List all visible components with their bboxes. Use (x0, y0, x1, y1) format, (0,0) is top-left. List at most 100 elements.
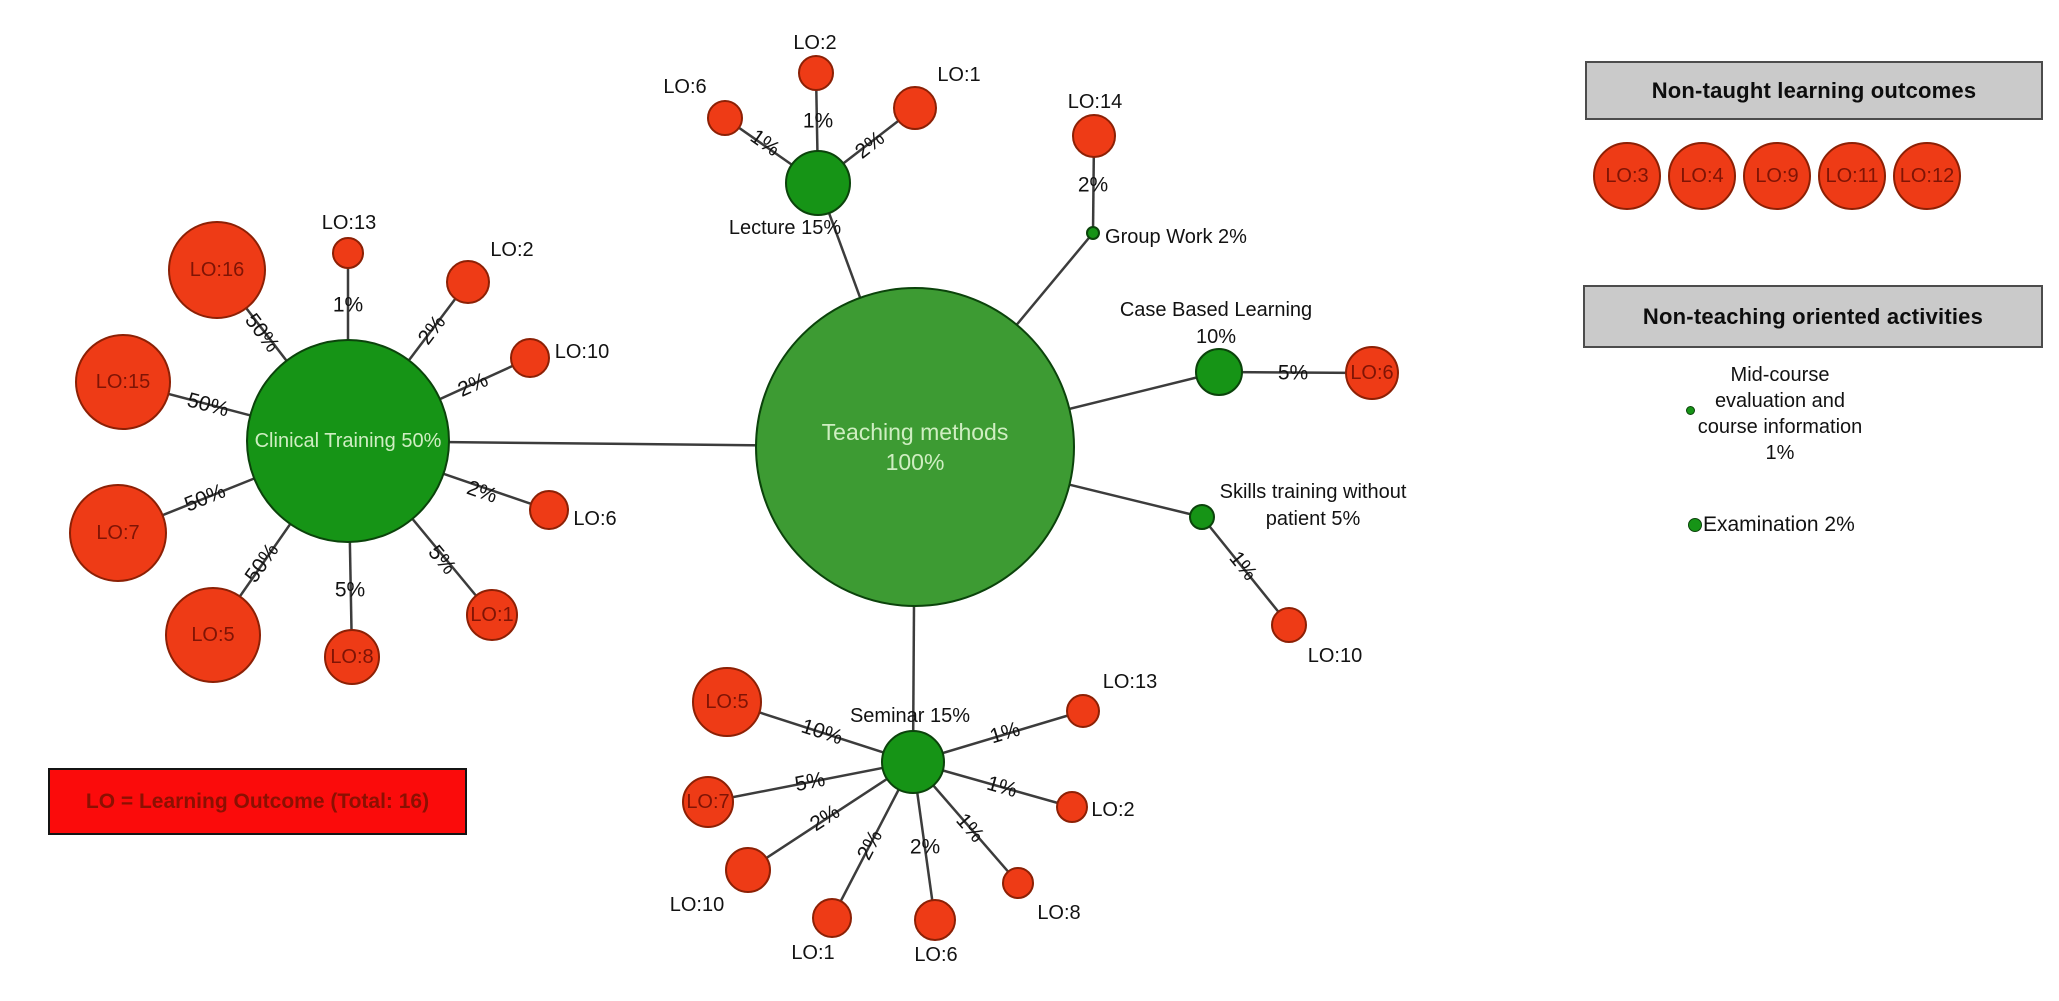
non-taught-outcomes-title: Non-taught learning outcomes (1651, 77, 1977, 103)
midcourse-evaluation-dot (1686, 406, 1695, 415)
non-taught-outcome-lo3: LO:3 (1593, 142, 1661, 210)
non-taught-outcome-lo12: LO:12 (1893, 142, 1961, 210)
gw-lo14-circle (1072, 114, 1116, 158)
cbl-lo6-circle (1345, 346, 1399, 400)
skills-training-circle (1189, 504, 1215, 530)
ct-lo8-circle (324, 629, 380, 685)
ct-lo2-circle (446, 260, 490, 304)
lec-lo1-name: LO:1 (937, 64, 980, 86)
edge-label-seminar--sem-lo10: 2% (806, 800, 844, 836)
ct-lo15-label: LO:15 (96, 371, 150, 393)
edge-label-seminar--sem-lo6: 2% (910, 836, 940, 859)
lo-legend-text: LO = Learning Outcome (Total: 16) (85, 789, 430, 813)
ct-lo1-label: LO:1 (470, 604, 513, 626)
midcourse-line-4: 1% (1765, 442, 1795, 464)
edge-label-seminar--sem-lo1: 2% (853, 826, 887, 863)
st-lo10-circle (1271, 607, 1307, 643)
edge-label-clinical-training--ct-lo6: 2% (464, 476, 500, 508)
ct-lo10-circle (510, 338, 550, 378)
seminar-circle (881, 730, 945, 794)
lec-lo1-circle (893, 86, 937, 130)
teaching-methods-label: 100% (886, 449, 945, 475)
midcourse-line-3: course information (1697, 416, 1863, 438)
edge-label-seminar--sem-lo5: 10% (798, 715, 845, 750)
non-taught-outcome-lo9: LO:9 (1743, 142, 1811, 210)
edge-label-clinical-training--ct-lo13: 1% (333, 294, 363, 317)
sem-lo8-name: LO:8 (1037, 902, 1080, 924)
edge-label-clinical-training--ct-lo5: 50% (241, 539, 284, 587)
edge-label-group-work--gw-lo14: 2% (1078, 174, 1108, 197)
examination-label: Examination 2% (1703, 513, 1855, 536)
case-based-learning-name: Case Based Learning (1120, 299, 1312, 321)
sem-lo2-name: LO:2 (1091, 799, 1134, 821)
ct-lo5-label: LO:5 (191, 624, 234, 646)
edge-label-lecture--lec-lo2: 1% (803, 110, 833, 133)
lo-legend-box: LO = Learning Outcome (Total: 16) (48, 768, 467, 835)
midcourse-evaluation-label: Mid-course evaluation and course informa… (1630, 362, 1930, 466)
skills-training-name: Skills training without (1220, 481, 1407, 503)
teaching-methods-label: Teaching methods (822, 419, 1009, 445)
edge-label-case-based-learning--cbl-lo6: 5% (1278, 362, 1308, 385)
nodes-layer (69, 55, 1399, 941)
st-lo10-name: LO:10 (1308, 645, 1362, 667)
ct-lo1-circle (466, 589, 518, 641)
non-taught-outcomes-header: Non-taught learning outcomes (1585, 61, 2043, 120)
non-taught-outcome-lo4: LO:4 (1668, 142, 1736, 210)
sem-lo7-circle (682, 776, 734, 828)
group-work-circle (1086, 226, 1100, 240)
sem-lo6-circle (914, 899, 956, 941)
examination-dot (1688, 518, 1702, 532)
non-taught-outcome-lo11: LO:11 (1818, 142, 1886, 210)
ct-lo15-circle (75, 334, 171, 430)
ct-lo13-circle (332, 237, 364, 269)
lec-lo6-name: LO:6 (663, 76, 706, 98)
sem-lo10-circle (725, 847, 771, 893)
sem-lo5-label: LO:5 (705, 691, 748, 713)
edge-label-clinical-training--ct-lo15: 50% (185, 388, 232, 421)
cbl-lo6-label: LO:6 (1350, 362, 1393, 384)
ct-lo6-circle (529, 490, 569, 530)
midcourse-line-1: Mid-course (1730, 364, 1830, 386)
clinical-training-circle (246, 339, 450, 543)
ct-lo6-name: LO:6 (573, 508, 616, 530)
sem-lo1-circle (812, 898, 852, 938)
lecture-name: Lecture 15% (729, 217, 842, 239)
midcourse-line-2: evaluation and (1714, 390, 1846, 412)
sem-lo5-circle (692, 667, 762, 737)
lec-lo2-name: LO:2 (793, 32, 836, 54)
sem-lo13-name: LO:13 (1103, 671, 1157, 693)
sem-lo13-circle (1066, 694, 1100, 728)
non-teaching-activities-title: Non-teaching oriented activities (1642, 303, 1984, 329)
ct-lo5-circle (165, 587, 261, 683)
non-taught-outcomes-row: LO:3 LO:4 LO:9 LO:11 LO:12 (1593, 142, 1961, 210)
lec-lo2-circle (798, 55, 834, 91)
non-teaching-activities-header: Non-teaching oriented activities (1583, 285, 2043, 348)
case-based-learning-circle (1195, 348, 1243, 396)
ct-lo16-label: LO:16 (190, 259, 244, 281)
skills-training-name: patient 5% (1266, 508, 1361, 530)
sem-lo2-circle (1056, 791, 1088, 823)
edge-seminar--sem-lo7 (707, 760, 914, 804)
lec-lo6-circle (707, 100, 743, 136)
sem-lo7-label: LO:7 (686, 791, 729, 813)
clinical-training-label: Clinical Training 50% (255, 430, 442, 452)
edge-skills-training--st-lo10 (1201, 516, 1290, 626)
sem-lo1-name: LO:1 (791, 942, 834, 964)
ct-lo2-name: LO:2 (490, 239, 533, 261)
ct-lo7-circle (69, 484, 167, 582)
ct-lo13-name: LO:13 (322, 212, 376, 234)
ct-lo10-name: LO:10 (555, 341, 609, 363)
sem-lo8-circle (1002, 867, 1034, 899)
ct-lo7-label: LO:7 (96, 522, 139, 544)
edge-seminar--sem-lo10 (747, 760, 914, 872)
lecture-circle (785, 150, 851, 216)
edge-label-clinical-training--ct-lo8: 5% (335, 579, 365, 602)
edge-label-clinical-training--ct-lo2: 2% (414, 311, 451, 349)
edge-label-seminar--sem-lo7: 5% (793, 768, 827, 796)
ct-lo8-label: LO:8 (330, 646, 373, 668)
group-work-name: Group Work 2% (1105, 226, 1247, 248)
edge-label-seminar--sem-lo2: 1% (984, 772, 1020, 802)
edge-label-clinical-training--ct-lo10: 2% (454, 368, 491, 401)
